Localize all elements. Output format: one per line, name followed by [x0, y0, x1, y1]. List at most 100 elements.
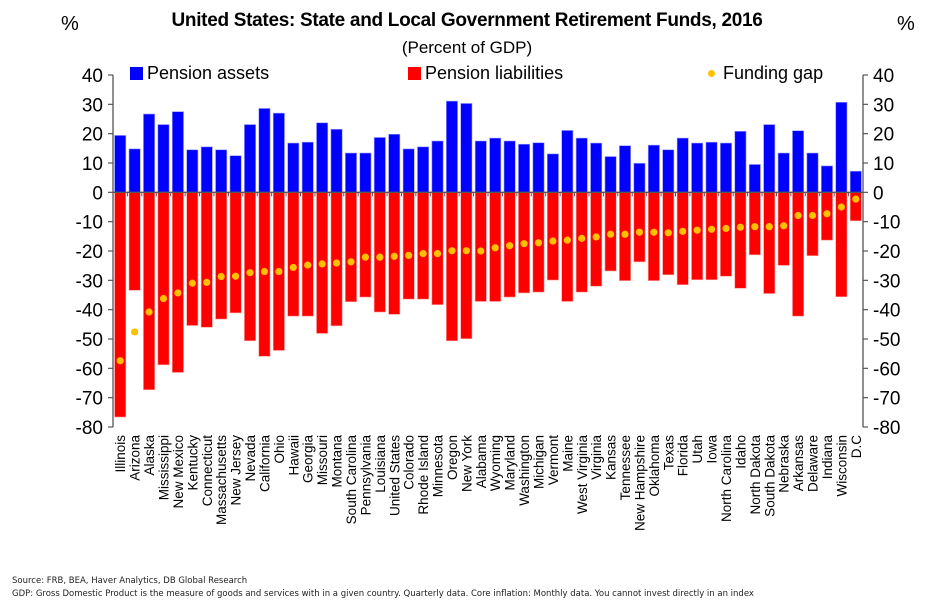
bar-pension-assets: [518, 143, 530, 193]
bar-pension-assets: [849, 170, 862, 193]
x-category-label: Nevada: [243, 435, 258, 482]
dot-funding-gap: [347, 258, 355, 266]
x-category-label: Alabama: [474, 435, 489, 489]
dot-funding-gap: [217, 272, 225, 281]
bar-pension-liabilities: [330, 192, 343, 327]
bar-pension-liabilities: [474, 192, 487, 302]
bar-pension-liabilities: [575, 192, 588, 293]
dot-funding-gap: [159, 294, 168, 303]
dot-funding-gap: [751, 223, 759, 231]
dot-funding-gap: [116, 357, 124, 365]
bar-pension-liabilities: [345, 192, 357, 303]
x-category-label: Pennsylvania: [358, 435, 373, 516]
bar-pension-assets: [619, 145, 631, 193]
legend-label-gap: Funding gap: [723, 63, 824, 83]
x-category-label: Texas: [661, 435, 676, 471]
bar-pension-assets: [777, 152, 790, 193]
dot-funding-gap: [707, 225, 716, 233]
bar-pension-assets: [244, 124, 256, 193]
bar-pension-assets: [402, 148, 415, 193]
legend-swatch-liabilities: [408, 67, 421, 80]
bar-pension-liabilities: [215, 192, 228, 320]
chart-title: United States: State and Local Governmen…: [171, 10, 763, 31]
dot-funding-gap: [131, 328, 139, 336]
dot-funding-gap: [606, 230, 615, 238]
x-category-label: Colorado: [402, 435, 417, 490]
bar-pension-assets: [388, 133, 401, 193]
bar-pension-assets: [676, 137, 689, 193]
y-tick-label-left: 30: [82, 95, 103, 116]
x-category-label: Michigan: [531, 435, 546, 489]
dot-funding-gap: [650, 228, 658, 236]
y-tick-label-right: 40: [873, 66, 894, 87]
bar-pension-assets: [691, 142, 704, 193]
legend-label-assets: Pension assets: [147, 63, 270, 83]
y-tick-label-right: -10: [873, 213, 900, 234]
y-tick-label-right: -70: [873, 389, 900, 410]
x-category-label: Alaska: [142, 435, 157, 476]
dot-funding-gap: [304, 261, 312, 269]
bar-pension-assets: [705, 141, 718, 193]
bar-pension-liabilities: [691, 192, 704, 281]
bar-pension-assets: [503, 140, 516, 193]
x-category-label: Oklahoma: [647, 435, 662, 497]
x-category-label: Ohio: [272, 435, 287, 464]
dot-funding-gap: [433, 250, 442, 258]
x-category-label: Rhode Island: [416, 435, 431, 515]
dot-funding-gap: [823, 210, 831, 218]
y-tick-label-left: -60: [76, 359, 103, 380]
bar-pension-assets: [186, 149, 199, 193]
x-category-label: Kansas: [604, 435, 619, 480]
bar-pension-assets: [806, 152, 819, 193]
x-category-label: Louisiana: [373, 435, 388, 493]
y-tick-label-left: -50: [76, 330, 103, 351]
x-category-label: Arizona: [128, 435, 143, 481]
bar-pension-assets: [200, 146, 213, 193]
legend-label-liabilities: Pension liabilities: [425, 63, 564, 83]
bar-pension-assets: [272, 112, 285, 193]
y-tick-label-left: 10: [82, 154, 103, 175]
x-category-label: Indiana: [820, 435, 835, 480]
bar-pension-liabilities: [200, 192, 213, 328]
bar-pension-assets: [373, 137, 386, 193]
y-tick-label-right: 30: [873, 95, 894, 116]
bar-pension-assets: [359, 152, 372, 193]
bar-pension-assets: [604, 156, 617, 193]
dot-funding-gap: [289, 263, 297, 272]
bar-pension-assets: [734, 131, 747, 193]
bar-pension-liabilities: [806, 192, 819, 256]
bar-pension-liabilities: [446, 192, 458, 342]
x-category-label: North Dakota: [748, 435, 763, 515]
y-tick-label-left: -20: [76, 242, 103, 263]
bar-pension-assets: [287, 142, 300, 193]
x-category-label: South Dakota: [762, 435, 777, 517]
bar-pension-liabilities: [792, 192, 805, 317]
bar-pension-assets: [546, 153, 559, 193]
bar-pension-assets: [633, 162, 646, 193]
dot-funding-gap: [275, 267, 283, 276]
bar-pension-liabilities: [546, 192, 559, 281]
x-category-label: D.C: [849, 435, 864, 459]
dot-funding-gap: [679, 227, 687, 235]
legend-swatch-gap: [708, 70, 715, 77]
dot-funding-gap: [635, 228, 644, 236]
bar-pension-liabilities: [705, 192, 718, 281]
dot-funding-gap: [621, 230, 629, 238]
bar-pension-assets: [171, 111, 184, 193]
x-category-label: Illinois: [113, 435, 128, 473]
y-tick-label-left: -30: [76, 271, 103, 292]
dot-funding-gap: [837, 203, 845, 211]
chart-plot: 40 40 30 30 20 20 10 10 0 0 -10 -10 -20 -20 -30 -30 -40 -…: [76, 66, 901, 531]
x-category-label: Hawaii: [286, 435, 301, 476]
x-category-label: Mississippi: [156, 435, 171, 500]
bar-pension-liabilities: [114, 192, 127, 418]
y-tick-label-right: -30: [873, 271, 900, 292]
bar-pension-assets: [345, 152, 357, 193]
bar-pension-assets: [748, 164, 761, 193]
x-category-label: Idaho: [733, 435, 748, 469]
bar-pension-liabilities: [359, 192, 372, 298]
x-category-label: Maryland: [503, 435, 518, 491]
dot-funding-gap: [664, 229, 672, 237]
dot-funding-gap: [477, 247, 485, 255]
dot-funding-gap: [318, 260, 326, 268]
